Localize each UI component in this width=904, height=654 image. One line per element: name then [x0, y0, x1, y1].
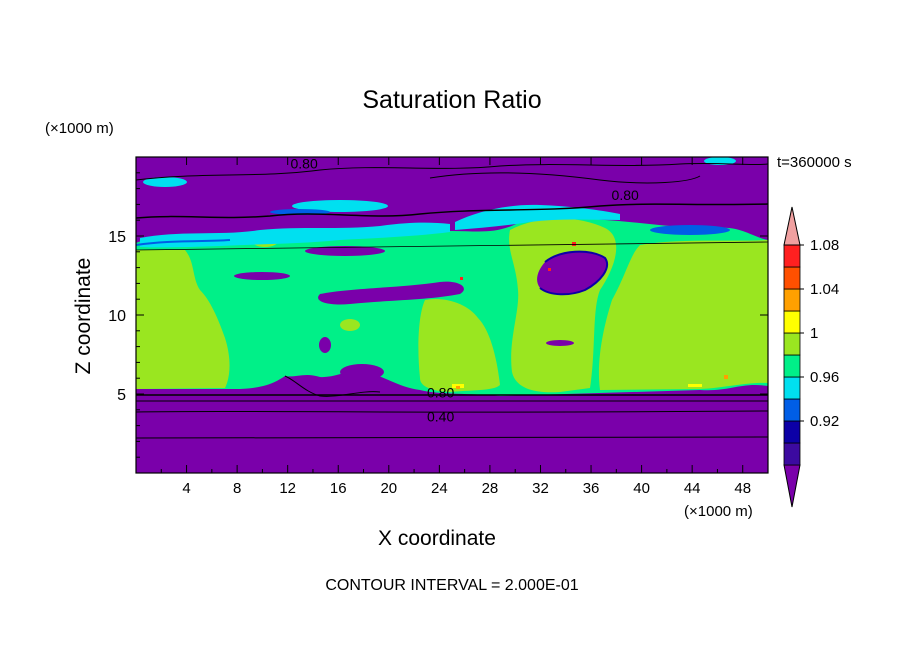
x-axis-label: X coordinate: [378, 527, 496, 550]
colorbar-band: [783, 354, 801, 378]
colorbar-label: 1.08: [810, 237, 839, 254]
y-tick-label: 10: [108, 308, 126, 325]
x-tick-label: 16: [330, 480, 347, 497]
colorbar-band: [783, 206, 801, 246]
spot-yellow-2: [688, 384, 702, 387]
colorbar-band: [783, 266, 801, 290]
streak-4: [650, 225, 730, 235]
spot-orange-2: [724, 375, 728, 379]
x-tick-label: 4: [182, 480, 190, 497]
colorbar-label: 1.04: [810, 281, 839, 298]
x-axis-unit: (×1000 m): [684, 503, 753, 520]
dry-pocket-5: [546, 340, 574, 346]
colorbar-legend: 0.92 0.96 1 1.04 1.08: [783, 206, 839, 508]
x-axis: 4 8 12 16 20 24 28 32 36 40 44 48: [160, 157, 751, 497]
colorbar-band: [783, 464, 801, 508]
colorbar-band: [783, 332, 801, 356]
dry-pocket-3: [234, 272, 290, 280]
dry-pocket-2: [318, 281, 464, 305]
contour-label: 0.40: [427, 408, 454, 424]
dry-pocket-6: [340, 364, 384, 380]
dry-pocket-1: [537, 251, 608, 295]
contour-interval-note: CONTOUR INTERVAL = 2.000E-01: [325, 577, 579, 594]
x-tick-label: 8: [233, 480, 241, 497]
x-tick-label: 12: [279, 480, 296, 497]
rim-2: [135, 239, 231, 246]
spot-orange-1: [456, 386, 460, 389]
contour-line: [135, 203, 769, 219]
time-label: t=360000 s: [777, 154, 852, 171]
contour-label: 0.80: [427, 385, 454, 401]
patch-center: [418, 298, 500, 392]
colorbar-band: [783, 442, 801, 466]
colorbar-band: [783, 288, 801, 312]
x-tick-label: 36: [583, 480, 600, 497]
streak-3: [704, 157, 736, 165]
patch-small-2: [340, 319, 360, 331]
contour-line: [135, 410, 769, 413]
saturation-field: [135, 157, 768, 473]
patch-right-b: [598, 240, 768, 390]
colorbar-label: 0.92: [810, 413, 839, 430]
streak-1: [292, 200, 388, 212]
chart-title: Saturation Ratio: [362, 86, 542, 114]
x-tick-label: 44: [684, 480, 701, 497]
patch-left: [136, 250, 230, 389]
contour-label: 0.80: [290, 155, 317, 171]
x-tick-label: 32: [532, 480, 549, 497]
y-tick-label: 15: [108, 229, 126, 246]
colorbar-band: [783, 398, 801, 422]
colorbar-band: [783, 376, 801, 400]
spot-red-2: [548, 268, 551, 271]
x-tick-label: 20: [380, 480, 397, 497]
y-axis: 5 10 15: [108, 172, 768, 458]
colorbar-label: 0.96: [810, 369, 839, 386]
rim-1: [539, 250, 608, 296]
x-tick-label: 24: [431, 480, 448, 497]
contour-line: [135, 436, 769, 439]
spot-red-3: [460, 277, 463, 280]
spot-red-1: [572, 242, 576, 246]
contour-line: [284, 375, 381, 397]
contour-labels: 0.80 0.80 0.80 0.40: [290, 155, 639, 424]
upper-band-2: [455, 204, 620, 230]
colorbar-band: [783, 420, 801, 444]
contour-label: 0.80: [612, 187, 639, 203]
contour-line: [135, 241, 769, 251]
contour-line: [429, 172, 701, 184]
colorbar-band: [783, 244, 801, 268]
z-axis-unit: (×1000 m): [45, 120, 114, 137]
y-tick-label: 5: [117, 387, 126, 404]
x-tick-label: 28: [482, 480, 499, 497]
x-tick-label: 40: [633, 480, 650, 497]
x-tick-label: 48: [734, 480, 751, 497]
colorbar-label: 1: [810, 325, 818, 342]
colorbar-band: [783, 310, 801, 334]
dry-pocket-7: [319, 337, 331, 353]
dry-pocket-4: [305, 246, 385, 256]
streak-2: [143, 177, 187, 187]
